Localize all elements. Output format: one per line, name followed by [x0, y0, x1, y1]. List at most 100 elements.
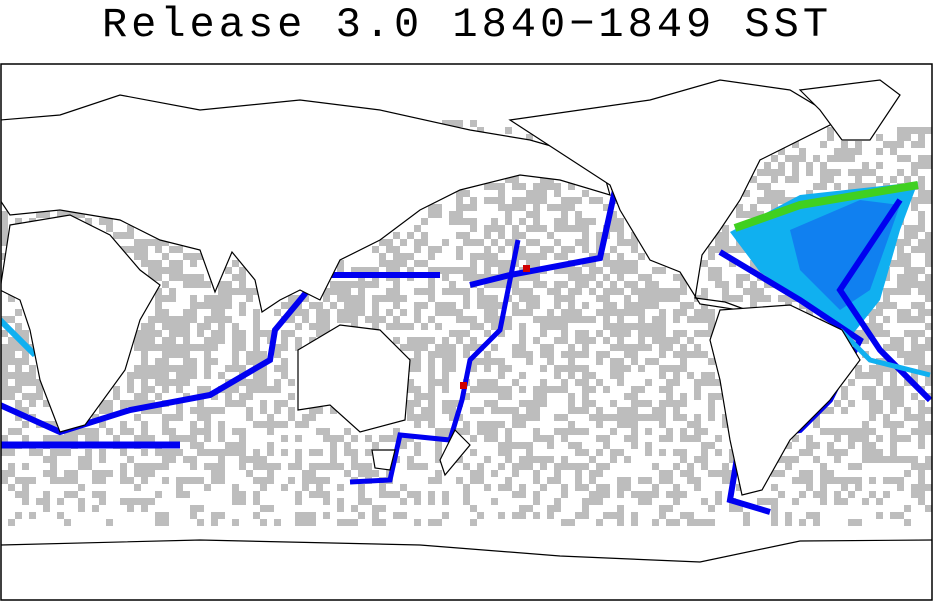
grid-cell: [155, 267, 162, 274]
grid-cell: [568, 183, 575, 190]
grid-cell: [141, 344, 148, 351]
grid-cell: [897, 435, 904, 442]
hotspot: [460, 382, 467, 389]
grid-cell: [379, 519, 386, 526]
grid-cell: [141, 428, 148, 435]
grid-cell: [568, 302, 575, 309]
grid-cell: [708, 470, 715, 477]
grid-cell: [246, 414, 253, 421]
map-frame: [0, 63, 933, 601]
grid-cell: [876, 309, 883, 316]
grid-cell: [904, 155, 911, 162]
grid-cell: [281, 337, 288, 344]
grid-cell: [1, 351, 8, 358]
grid-cell: [169, 379, 176, 386]
grid-cell: [708, 330, 715, 337]
grid-cell: [645, 330, 652, 337]
grid-cell: [848, 519, 855, 526]
grid-cell: [904, 176, 911, 183]
grid-cell: [904, 267, 911, 274]
grid-cell: [253, 316, 260, 323]
grid-cell: [127, 505, 134, 512]
grid-cell: [246, 407, 253, 414]
grid-cell: [442, 309, 449, 316]
grid-cell: [841, 498, 848, 505]
grid-cell: [575, 288, 582, 295]
grid-cell: [764, 281, 771, 288]
grid-cell: [925, 505, 932, 512]
grid-cell: [120, 470, 127, 477]
grid-cell: [190, 512, 197, 519]
grid-cell: [197, 442, 204, 449]
grid-cell: [680, 358, 687, 365]
grid-cell: [491, 302, 498, 309]
grid-cell: [407, 414, 414, 421]
grid-cell: [575, 309, 582, 316]
grid-cell: [344, 449, 351, 456]
grid-cell: [183, 316, 190, 323]
grid-cell: [484, 232, 491, 239]
grid-cell: [659, 330, 666, 337]
grid-cell: [218, 309, 225, 316]
grid-cell: [610, 365, 617, 372]
grid-cell: [1, 386, 8, 393]
grid-cell: [547, 176, 554, 183]
grid-cell: [603, 351, 610, 358]
grid-cell: [323, 477, 330, 484]
grid-cell: [316, 323, 323, 330]
grid-cell: [29, 449, 36, 456]
grid-cell: [309, 491, 316, 498]
grid-cell: [204, 407, 211, 414]
grid-cell: [624, 260, 631, 267]
grid-cell: [603, 316, 610, 323]
grid-cell: [869, 365, 876, 372]
grid-cell: [106, 400, 113, 407]
grid-cell: [582, 281, 589, 288]
grid-cell: [785, 197, 792, 204]
grid-cell: [204, 358, 211, 365]
grid-cell: [876, 449, 883, 456]
grid-cell: [449, 218, 456, 225]
grid-cell: [568, 351, 575, 358]
grid-cell: [155, 316, 162, 323]
grid-cell: [512, 302, 519, 309]
grid-cell: [771, 512, 778, 519]
grid-cell: [449, 400, 456, 407]
grid-cell: [701, 288, 708, 295]
grid-cell: [190, 358, 197, 365]
grid-cell: [218, 330, 225, 337]
grid-cell: [239, 379, 246, 386]
grid-cell: [29, 379, 36, 386]
grid-cell: [701, 428, 708, 435]
grid-cell: [169, 365, 176, 372]
grid-cell: [582, 512, 589, 519]
grid-cell: [393, 232, 400, 239]
grid-cell: [344, 470, 351, 477]
grid-cell: [617, 267, 624, 274]
grid-cell: [631, 344, 638, 351]
grid-cell: [288, 330, 295, 337]
grid-cell: [631, 239, 638, 246]
grid-cell: [358, 267, 365, 274]
grid-cell: [659, 372, 666, 379]
grid-cell: [491, 421, 498, 428]
grid-cell: [134, 484, 141, 491]
grid-cell: [92, 505, 99, 512]
grid-cell: [463, 491, 470, 498]
grid-cell: [645, 491, 652, 498]
grid-cell: [8, 295, 15, 302]
grid-cell: [29, 344, 36, 351]
grid-cell: [673, 491, 680, 498]
grid-cell: [295, 449, 302, 456]
grid-cell: [134, 330, 141, 337]
grid-cell: [561, 204, 568, 211]
grid-cell: [512, 176, 519, 183]
grid-cell: [162, 428, 169, 435]
grid-cell: [904, 435, 911, 442]
grid-cell: [470, 197, 477, 204]
grid-cell: [155, 288, 162, 295]
grid-cell: [526, 253, 533, 260]
grid-cell: [183, 477, 190, 484]
grid-cell: [855, 330, 862, 337]
grid-cell: [421, 414, 428, 421]
